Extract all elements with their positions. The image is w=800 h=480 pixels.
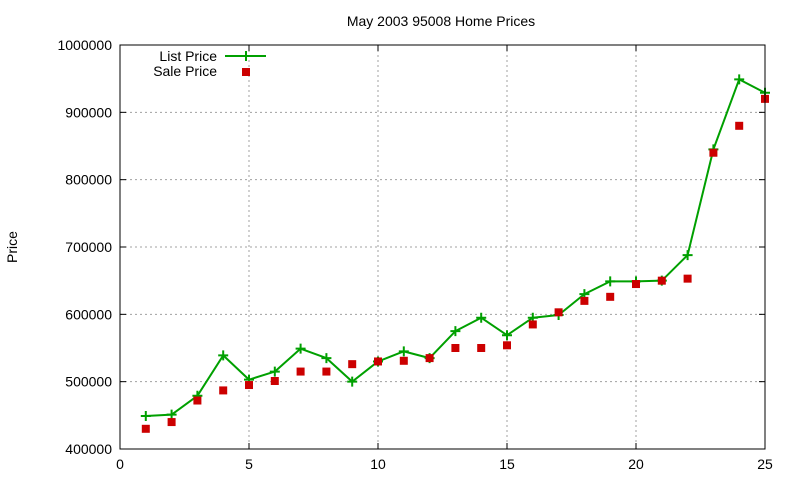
sale-price-point — [425, 354, 434, 363]
y-tick-label: 900000 — [65, 104, 112, 120]
sale-price-point — [528, 320, 537, 329]
sale-price-point — [322, 367, 331, 376]
plot-frame — [119, 44, 766, 450]
sale-price-point — [374, 357, 382, 366]
list-price-point — [269, 366, 280, 377]
y-tick-label: 1000000 — [57, 37, 112, 53]
sale-price-point — [399, 356, 408, 365]
sale-price-point — [219, 386, 228, 395]
y-tick-label: 500000 — [65, 374, 112, 390]
sale-price-point — [632, 280, 640, 289]
list-price-point — [476, 312, 487, 323]
y-axis-label: Price — [4, 231, 20, 263]
x-tick-label: 15 — [499, 456, 515, 472]
list-price-point — [321, 353, 332, 364]
sale-price-point — [451, 344, 460, 352]
sale-price-point — [580, 296, 589, 305]
y-tick-label: 400000 — [65, 441, 112, 457]
list-price-point — [502, 330, 512, 341]
y-tick-label: 800000 — [65, 172, 112, 188]
y-tick-label: 600000 — [65, 306, 112, 322]
sale-price-point — [141, 424, 150, 433]
sale-price-point — [657, 276, 666, 285]
sale-price-point — [503, 341, 511, 350]
list-price-point — [398, 346, 409, 357]
list-price-point — [295, 343, 306, 354]
chart-title: May 2003 95008 Home Prices — [347, 13, 535, 29]
sale-price-point — [477, 344, 486, 352]
grid — [120, 45, 765, 449]
list-price-line — [145, 78, 766, 418]
legend: List Price Sale Price — [153, 48, 266, 79]
x-tick-label: 0 — [116, 456, 124, 472]
x-tick-label: 10 — [370, 456, 386, 472]
sale-price-point — [193, 396, 202, 405]
list-price-point — [450, 326, 461, 337]
sale-price-point — [606, 292, 615, 301]
legend-label-list-price: List Price — [159, 48, 217, 64]
list-price-point — [140, 411, 151, 422]
sale-price-point — [709, 148, 718, 157]
list-price-point — [605, 276, 616, 287]
sale-price-point — [683, 274, 692, 283]
legend-marker-list-price — [241, 51, 251, 61]
x-tick-label: 25 — [757, 456, 773, 472]
sale-price-point — [348, 360, 357, 369]
sale-price-point — [735, 121, 744, 130]
sale-price-point — [245, 381, 253, 390]
x-tick-label: 20 — [628, 456, 644, 472]
sale-price-point — [554, 308, 563, 317]
sale-price-point — [296, 367, 305, 376]
sale-price-point — [270, 376, 279, 385]
list-price-point — [347, 376, 358, 387]
legend-marker-sale-price — [242, 68, 250, 76]
y-tick-label: 700000 — [65, 239, 112, 255]
sale-price-point — [167, 418, 176, 427]
list-price-point — [734, 74, 745, 85]
series-layer — [140, 74, 770, 433]
list-price-point — [218, 350, 229, 361]
list-price-point — [166, 409, 177, 420]
list-price-point — [682, 250, 693, 261]
legend-label-sale-price: Sale Price — [153, 63, 217, 79]
tick-labels: 0 5 10 15 20 25 400000 500000 600000 700000 800000… — [57, 37, 773, 472]
x-tick-label: 5 — [245, 456, 253, 472]
